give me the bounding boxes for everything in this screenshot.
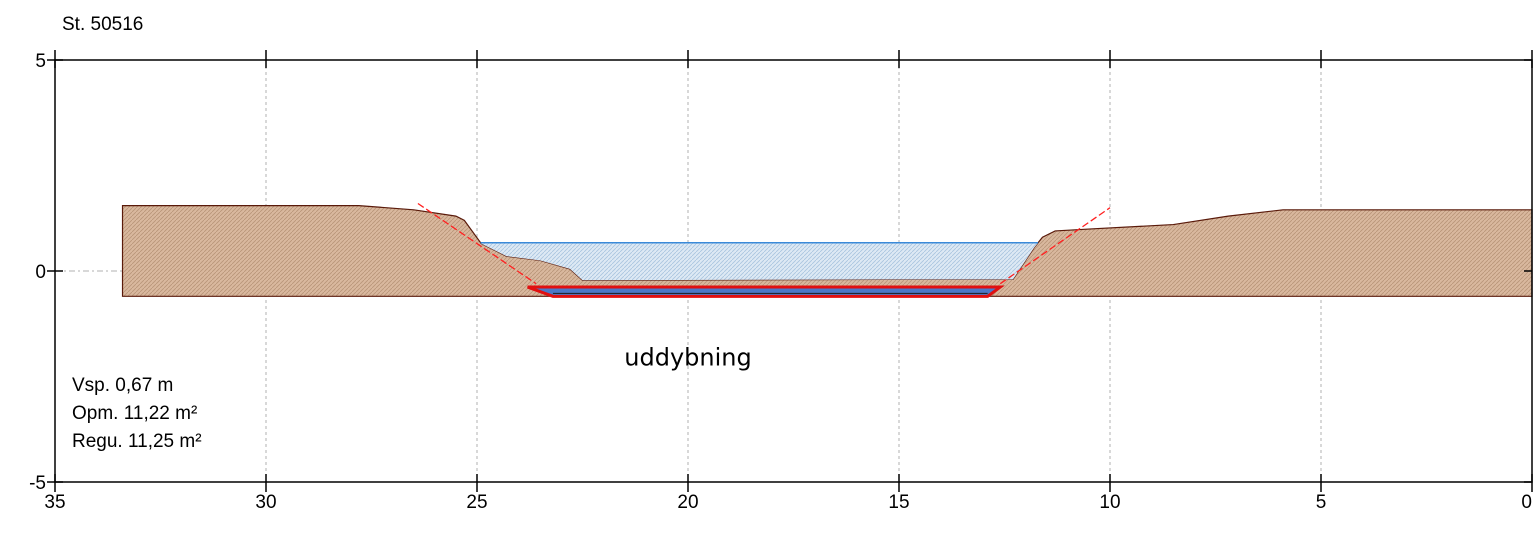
slope-line xyxy=(417,202,537,285)
x-tick-label: 0 xyxy=(1521,492,1532,513)
stat-regu: Regu. 11,25 m² xyxy=(72,431,202,452)
excavation-layer xyxy=(527,285,1005,298)
x-tick-label: 35 xyxy=(44,492,65,513)
water-area xyxy=(480,242,1039,281)
x-tick-label: 5 xyxy=(1316,492,1327,513)
annotations: uddybning xyxy=(624,343,751,371)
stats-box: Vsp. 0,67 m Opm. 11,22 m² Regu. 11,25 m² xyxy=(72,375,202,452)
annotation-label: uddybning xyxy=(624,343,751,371)
y-tick-label: 5 xyxy=(35,51,46,72)
stat-opm: Opm. 11,22 m² xyxy=(72,403,197,424)
x-tick-label: 20 xyxy=(677,492,698,513)
y-tick-label: 0 xyxy=(35,262,46,283)
x-tick-label: 10 xyxy=(1099,492,1120,513)
axes xyxy=(47,50,1533,492)
x-tick-label: 30 xyxy=(255,492,276,513)
slope-line xyxy=(999,207,1111,285)
chart-title: St. 50516 xyxy=(62,14,143,35)
stat-vsp: Vsp. 0,67 m xyxy=(72,375,173,396)
x-tick-label: 15 xyxy=(888,492,909,513)
water-layer xyxy=(480,241,1039,281)
x-tick-label: 25 xyxy=(466,492,487,513)
y-tick-label: -5 xyxy=(29,473,46,494)
slope-lines xyxy=(417,202,1111,285)
tick-labels: 35 30 25 20 15 10 5 0 5 0 -5 xyxy=(29,51,1532,513)
excavation-area xyxy=(527,285,1005,298)
